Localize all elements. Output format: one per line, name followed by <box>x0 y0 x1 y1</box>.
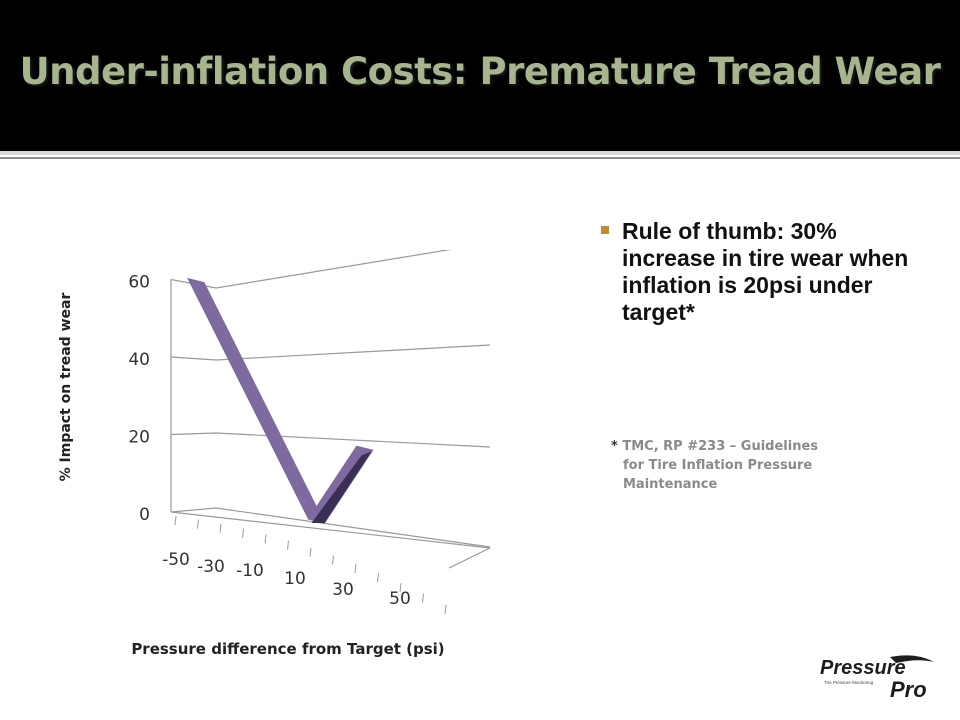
footnote-line-2: for Tire Inflation Pressure <box>623 458 813 473</box>
header-divider <box>0 151 960 155</box>
x-tick-label: 10 <box>284 569 306 589</box>
x-tick-mark <box>219 523 222 533</box>
gridline <box>170 344 491 361</box>
x-tick-mark <box>354 563 357 574</box>
x-tick-mark <box>174 515 177 526</box>
title-bar: Under-inflation Costs: Premature Tread W… <box>0 0 960 151</box>
y-tick-label: 0 <box>139 505 150 525</box>
floor-right-edge <box>448 547 491 569</box>
x-tick-mark <box>197 519 199 529</box>
y-tick-label: 60 <box>128 273 150 293</box>
y-tick-label: 20 <box>128 428 150 448</box>
x-tick-mark <box>444 604 447 614</box>
x-tick-mark <box>309 547 312 557</box>
x-tick-label: -10 <box>236 561 264 581</box>
x-tick-mark <box>422 593 424 603</box>
x-tick-mark <box>332 555 334 565</box>
y-tick-label: 40 <box>128 350 150 370</box>
x-tick-label: -30 <box>197 557 225 577</box>
x-tick-label: 30 <box>332 580 354 600</box>
tread-wear-chart: 0 20 40 60 -50 -30 -10 10 30 50 % Impact on tread … <box>58 250 491 658</box>
series-ribbon-shadow <box>311 451 372 523</box>
footnote-star: * <box>611 439 618 454</box>
logo-text-top: Pressure <box>820 657 906 679</box>
logo-swoosh-icon <box>890 655 934 663</box>
bullet-text: Rule of thumb: 30% increase in tire wear… <box>622 218 909 325</box>
x-tick-mark <box>399 582 402 593</box>
header-divider-thin <box>0 157 960 159</box>
pressurepro-logo: Pressure Tire Pressure Monitoring Pro <box>820 655 934 700</box>
footnote-line-3: Maintenance <box>623 477 718 492</box>
logo-tagline: Tire Pressure Monitoring <box>824 680 874 685</box>
gridline <box>170 250 452 289</box>
x-tick-mark <box>287 540 289 550</box>
y-axis-title: % Impact on tread wear <box>58 293 74 482</box>
x-tick-mark <box>242 528 244 538</box>
footnote-line-1: TMC, RP #233 – Guidelines <box>622 439 819 454</box>
x-axis-line <box>170 511 491 549</box>
logo-text-bottom: Pro <box>890 677 927 700</box>
x-tick-label: -50 <box>162 550 190 570</box>
gridline <box>170 507 491 548</box>
x-tick-mark <box>377 573 379 583</box>
x-tick-mark <box>264 534 267 544</box>
bullet-square-icon <box>601 226 609 234</box>
gridline <box>170 432 491 448</box>
series-ribbon-face <box>187 277 326 524</box>
x-axis-title: Pressure difference from Target (psi) <box>131 640 444 658</box>
x-tick-label: 50 <box>389 589 411 609</box>
slide-title: Under-inflation Costs: Premature Tread W… <box>19 50 941 93</box>
footnote: * TMC, RP #233 – Guidelines for Tire Inf… <box>611 437 861 494</box>
